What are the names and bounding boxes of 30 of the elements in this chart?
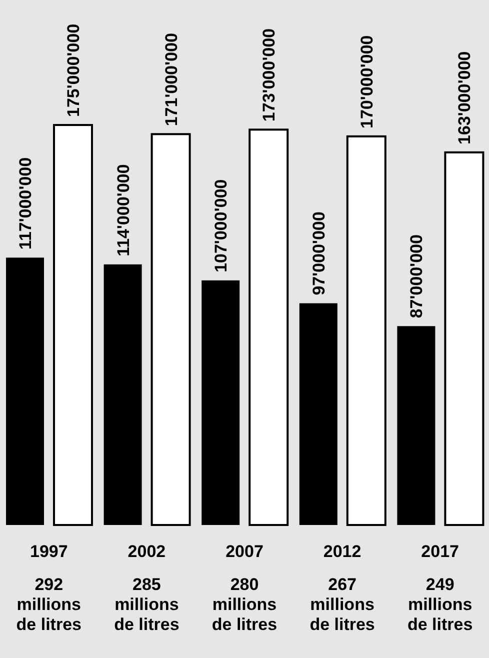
x-tick-label: 2007 [226, 542, 264, 562]
text: 292 millions de litres [15, 575, 82, 635]
data-label: 107'000'000 [212, 179, 231, 272]
text: 285 millions de litres [113, 575, 180, 635]
bar [53, 124, 93, 526]
x-tick-label: 2002 [128, 542, 166, 562]
text: 267 millions de litres [308, 575, 376, 635]
data-label: 163'000'000 [455, 51, 474, 144]
data-label: 175'000'000 [64, 24, 83, 117]
bar [150, 133, 191, 526]
bar [248, 128, 289, 526]
text: 249 millions de litres [406, 575, 474, 635]
data-label: 173'000'000 [260, 28, 279, 122]
data-label: 171'000'000 [162, 32, 181, 126]
data-label: 114'000'000 [114, 164, 133, 256]
data-label: 97'000'000 [309, 212, 328, 296]
text: 280 millions de litres [210, 575, 278, 635]
bar [346, 135, 386, 526]
x-tick-label: 1997 [30, 542, 68, 562]
bar [6, 258, 44, 525]
bar [202, 280, 240, 525]
bar [397, 326, 436, 525]
bar [444, 151, 484, 526]
bar [299, 303, 338, 525]
x-tick-label: 2012 [323, 542, 362, 562]
data-label: 87'000'000 [407, 234, 426, 318]
data-label: 117'000'000 [16, 157, 35, 250]
data-label: 170'000'000 [357, 35, 376, 128]
x-tick-label: 2017 [421, 542, 460, 562]
bar [104, 264, 142, 525]
